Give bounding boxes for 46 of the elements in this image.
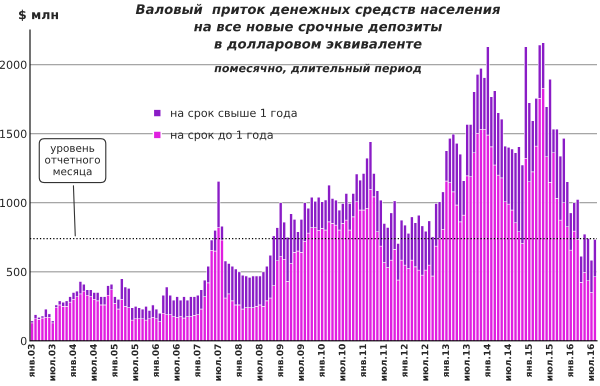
y-tick-label: 1000: [0, 198, 26, 208]
x-tick-label: янв.07: [194, 344, 200, 378]
bar: [54, 307, 58, 341]
x-tick-label: янв.03: [28, 344, 35, 378]
text: помесячно, длительный период: [214, 64, 422, 74]
bar: [61, 306, 65, 341]
ref-line-label: уровень отчетного месяца: [45, 146, 100, 177]
x-tick-label: янв.14: [484, 344, 490, 378]
legend-label: на срок свыше 1 года: [171, 108, 297, 120]
y-tick-label: 0: [20, 336, 26, 346]
x-tick-label: янв.12: [400, 344, 408, 378]
x-tick-label: янв.08: [235, 344, 242, 378]
bar: [58, 304, 62, 341]
x-tick-label: янв.06: [152, 344, 160, 378]
bar: [37, 319, 41, 341]
x-tick-label: июл.07: [214, 344, 222, 381]
x-tick-label: янв.09: [276, 344, 284, 378]
bar: [34, 318, 38, 341]
x-tick-label: июл.15: [546, 344, 553, 381]
x-tick-label: янв.15: [525, 344, 532, 378]
x-tick-label: июл.04: [90, 344, 97, 381]
x-tick-label: июл.03: [48, 344, 56, 381]
y-tick-label: 2000: [0, 60, 26, 70]
x-tick-label: янв.04: [69, 344, 76, 378]
x-tick-label: июл.13: [462, 344, 470, 381]
chart-title: Валовый приток денежных средств населения на все новые срочные депозиты в долларовом эквиваленте: [136, 4, 500, 52]
x-tick-label: янв.11: [359, 344, 366, 378]
x-tick-label: июл.09: [297, 344, 304, 381]
x-tick-label: янв.13: [442, 344, 450, 378]
x-tick-label: янв.16: [566, 344, 574, 378]
y-tick-label: 500: [6, 268, 26, 276]
x-tick-label: июл.12: [422, 344, 428, 381]
x-tick-label: янв.10: [318, 344, 325, 378]
x-tick-label: июл.11: [380, 344, 387, 381]
bar: [40, 318, 44, 341]
x-tick-label: июл.10: [338, 344, 346, 381]
x-tick-label: июл.05: [131, 344, 138, 381]
x-tick-label: янв.05: [110, 344, 118, 378]
y-tick-label: 1500: [0, 130, 26, 138]
x-tick-label: июл.08: [256, 344, 263, 381]
legend-label: на срок до 1 года: [171, 130, 273, 142]
y-axis-title: $ млн: [18, 10, 58, 21]
x-tick-label: июл.16: [587, 344, 594, 381]
x-tick-label: июл.06: [172, 344, 180, 381]
x-tick-label: июл.14: [504, 344, 512, 381]
bar: [48, 317, 52, 341]
